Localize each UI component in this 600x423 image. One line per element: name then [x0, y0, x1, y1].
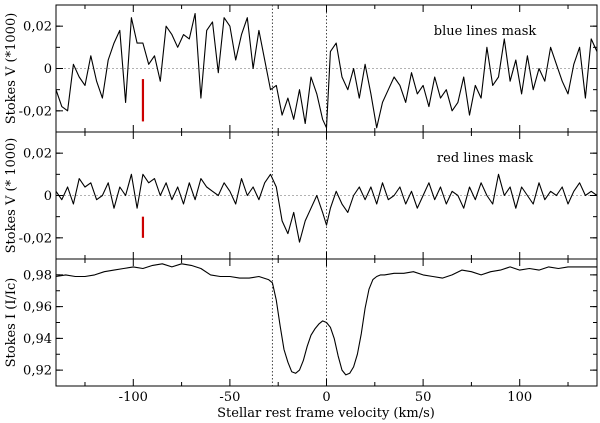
y-tick-label: 0,98: [23, 268, 52, 283]
y-axis-label: Stokes I (I/Ic): [4, 278, 19, 368]
x-tick-label: 100: [507, 390, 532, 405]
x-tick-label: 0: [322, 390, 330, 405]
x-tick-label: 50: [415, 390, 432, 405]
y-axis-label: Stokes V (* 1000): [4, 138, 19, 254]
panel-annotation: blue lines mask: [434, 24, 537, 39]
y-axis-label: Stokes V (*1000): [4, 13, 19, 125]
y-tick-label: 0: [44, 62, 52, 77]
y-tick-label: 0,02: [23, 147, 52, 162]
y-tick-label: 0,92: [23, 364, 52, 379]
x-axis-label: Stellar rest frame velocity (km/s): [217, 406, 435, 421]
y-tick-label: 0,02: [23, 20, 52, 35]
panel-intensity: 0,98 0,96 0,94 0,92 Stokes I (I/Ic): [4, 258, 598, 387]
y-tick-label: -0,02: [19, 231, 52, 246]
y-tick-label: 0,96: [23, 300, 52, 315]
series-line: [55, 12, 598, 129]
x-tick-label: -100: [119, 390, 148, 405]
series-line: [55, 263, 597, 376]
y-tick-label: 0,94: [23, 332, 52, 347]
x-tick-label: -50: [219, 390, 240, 405]
series-line: [55, 173, 598, 243]
y-tick-label: 0: [44, 189, 52, 204]
y-tick-label: -0,02: [19, 104, 52, 119]
panel-annotation: red lines mask: [437, 151, 533, 166]
